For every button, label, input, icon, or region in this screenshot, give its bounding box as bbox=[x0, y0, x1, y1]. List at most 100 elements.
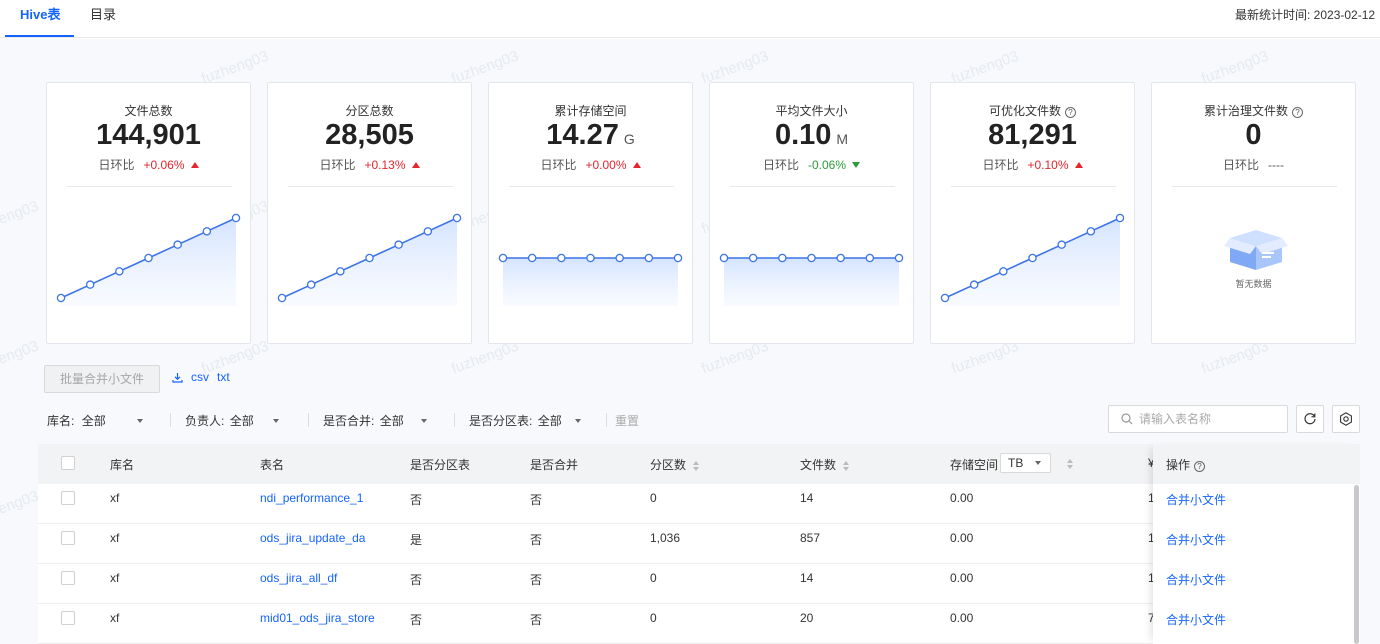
table-cell: xf bbox=[110, 531, 120, 545]
sparkline-point bbox=[423, 227, 433, 236]
sparkline-point bbox=[85, 280, 95, 289]
tab-hive-table[interactable]: Hive表 bbox=[20, 7, 61, 22]
filter-partitioned[interactable]: 是否分区表: 全部 bbox=[469, 412, 582, 429]
storage-unit-select[interactable]: TB bbox=[1000, 453, 1051, 473]
export-csv-link[interactable]: csv bbox=[191, 370, 209, 384]
sparkline-point bbox=[277, 293, 287, 303]
table-cell: 7 bbox=[1148, 611, 1155, 625]
table-cell: 否 bbox=[410, 493, 423, 507]
col-action: 操作? bbox=[1166, 456, 1206, 473]
table-cell: 0 bbox=[650, 611, 657, 625]
download-icon[interactable] bbox=[172, 372, 183, 383]
sparkline-point bbox=[1057, 240, 1066, 249]
empty-state-text: 暂无数据 bbox=[1235, 279, 1272, 289]
table-cell: 否 bbox=[530, 573, 543, 587]
table-name-link[interactable]: mid01_ods_jira_store bbox=[260, 611, 375, 625]
sparkline-point bbox=[115, 267, 124, 276]
select-all-checkbox[interactable] bbox=[61, 456, 75, 470]
metric-value: 81,291 bbox=[988, 119, 1077, 151]
trend-up-icon bbox=[1074, 162, 1083, 168]
filter-label: 库名: bbox=[47, 414, 75, 428]
col-storage: 存储空间 bbox=[950, 458, 999, 472]
col-storage-sort[interactable] bbox=[1060, 456, 1073, 470]
table-cell: 0.00 bbox=[950, 571, 974, 585]
row-checkbox[interactable] bbox=[61, 571, 75, 585]
chevron-down-icon bbox=[137, 419, 144, 423]
sort-icon[interactable] bbox=[693, 461, 700, 471]
sparkline-point bbox=[969, 280, 979, 289]
sort-icon[interactable] bbox=[843, 461, 850, 471]
table-name-link[interactable]: ndi_performance_1 bbox=[260, 491, 364, 505]
settings-button[interactable] bbox=[1332, 405, 1360, 433]
sparkline-point bbox=[865, 253, 875, 263]
row-checkbox[interactable] bbox=[61, 531, 75, 545]
empty-box-icon bbox=[1224, 230, 1288, 270]
merge-small-files-link[interactable]: 合并小文件 bbox=[1166, 613, 1227, 627]
help-icon[interactable]: ? bbox=[1194, 461, 1206, 472]
table-name-link[interactable]: ods_jira_all_df bbox=[260, 571, 338, 585]
sparkline-point bbox=[394, 240, 403, 249]
action-column-header: 操作? bbox=[1153, 444, 1360, 484]
metric-card: 平均文件大小 0.10 M 日环比 -0.06% bbox=[709, 82, 914, 344]
sparkline-point bbox=[778, 253, 787, 263]
search-input[interactable] bbox=[1139, 410, 1279, 428]
filter-database[interactable]: 库名: 全部 bbox=[47, 412, 144, 429]
sparkline-chart bbox=[56, 213, 241, 306]
row-checkbox[interactable] bbox=[61, 611, 75, 625]
table-cell: 1 bbox=[1148, 571, 1155, 585]
table-search[interactable] bbox=[1108, 405, 1288, 433]
col-partitions[interactable]: 分区数 bbox=[650, 456, 700, 473]
filter-merged[interactable]: 是否合并: 全部 bbox=[323, 412, 428, 429]
refresh-button[interactable] bbox=[1296, 405, 1324, 433]
sparkline-point bbox=[231, 213, 241, 223]
merge-small-files-link[interactable]: 合并小文件 bbox=[1166, 573, 1227, 587]
metric-change: 日环比 +0.10% bbox=[931, 156, 1134, 173]
sparkline-point bbox=[586, 253, 595, 263]
trend-down-icon bbox=[852, 162, 861, 168]
table-name-link[interactable]: ods_jira_update_da bbox=[260, 531, 366, 545]
sparkline-chart bbox=[719, 253, 904, 306]
filter-value: 全部 bbox=[229, 414, 254, 428]
metric-card: 文件总数 144,901 日环比 +0.06% bbox=[46, 82, 251, 344]
sort-icon[interactable] bbox=[1067, 459, 1073, 469]
filter-value: 全部 bbox=[379, 414, 404, 428]
refresh-icon bbox=[1304, 413, 1316, 425]
help-icon[interactable]: ? bbox=[1292, 107, 1303, 118]
search-icon bbox=[1121, 413, 1133, 425]
metric-change: 日环比 -0.06% bbox=[710, 156, 913, 173]
sparkline-point bbox=[202, 227, 212, 236]
card-divider bbox=[509, 186, 674, 187]
reset-button[interactable]: 重置 bbox=[615, 414, 640, 428]
col-files[interactable]: 文件数 bbox=[800, 456, 850, 473]
filter-owner[interactable]: 负责人: 全部 bbox=[185, 412, 280, 429]
table-cell: 否 bbox=[530, 493, 543, 507]
trend-up-icon bbox=[411, 162, 420, 168]
metric-title: 可优化文件数? bbox=[931, 102, 1134, 119]
sparkline-point bbox=[173, 240, 182, 249]
metric-card: 分区总数 28,505 日环比 +0.13% bbox=[267, 82, 472, 344]
row-checkbox[interactable] bbox=[61, 491, 75, 505]
stat-time-label: 最新统计时间: 2023-02-12 bbox=[1235, 8, 1376, 22]
col-merged: 是否合并 bbox=[530, 458, 579, 472]
metric-change: 日环比 +0.13% bbox=[268, 156, 471, 173]
chevron-down-icon bbox=[575, 419, 582, 423]
sparkline-area bbox=[724, 258, 899, 306]
table-scrollbar[interactable] bbox=[1354, 485, 1359, 644]
metric-title: 累计存储空间 bbox=[554, 104, 627, 118]
batch-merge-button[interactable]: 批量合并小文件 bbox=[44, 365, 160, 393]
col-truncated: ¥ bbox=[1148, 456, 1155, 470]
table-cell: xf bbox=[110, 491, 120, 505]
tab-catalog[interactable]: 目录 bbox=[90, 7, 117, 22]
table-cell: 1 bbox=[1148, 491, 1155, 505]
metric-title: 平均文件大小 bbox=[775, 104, 848, 118]
top-tab-bar: Hive表 目录 最新统计时间: 2023-02-12 bbox=[0, 0, 1380, 38]
help-icon[interactable]: ? bbox=[1065, 107, 1076, 118]
sparkline-point bbox=[615, 253, 624, 263]
table-cell: 0.00 bbox=[950, 531, 974, 545]
export-txt-link[interactable]: txt bbox=[217, 370, 230, 384]
merge-small-files-link[interactable]: 合并小文件 bbox=[1166, 493, 1227, 507]
sparkline-point bbox=[1028, 253, 1037, 263]
filter-divider bbox=[308, 413, 309, 427]
sparkline-area bbox=[503, 258, 678, 306]
merge-small-files-link[interactable]: 合并小文件 bbox=[1166, 533, 1227, 547]
